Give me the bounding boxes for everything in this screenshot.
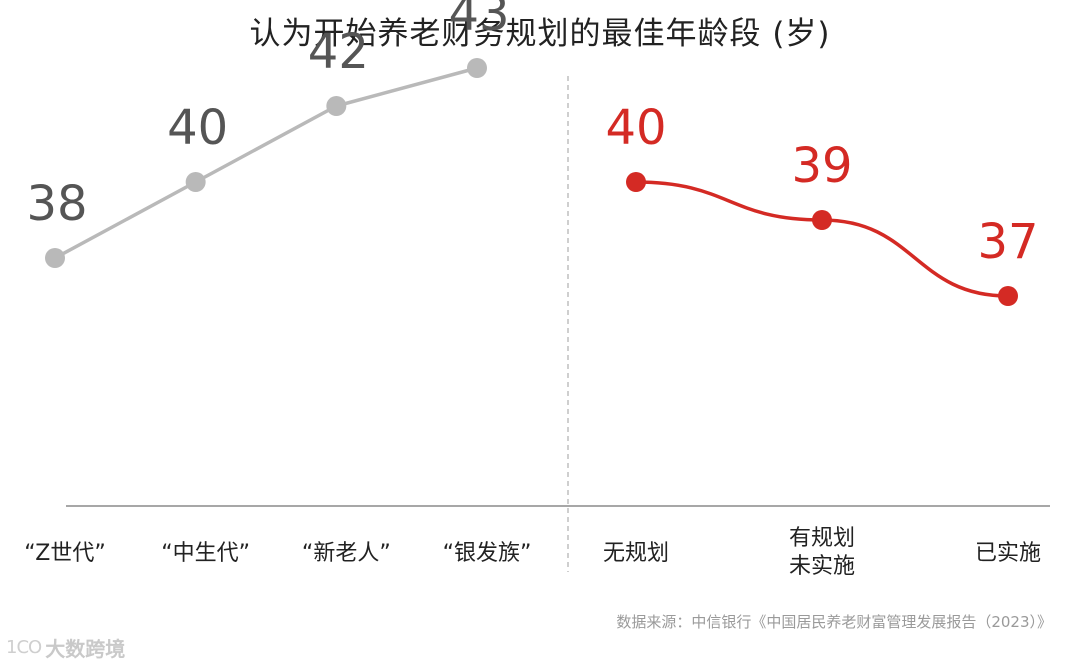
data-point bbox=[185, 172, 206, 192]
series-line bbox=[54, 66, 478, 260]
chart-title: 认为开始养老财务规划的最佳年龄段 (岁) bbox=[249, 16, 831, 52]
x-tick-label: “中生代” bbox=[161, 541, 250, 566]
data-label: 38 bbox=[26, 176, 87, 232]
x-tick-label: “银发族” bbox=[443, 541, 532, 566]
data-label: 42 bbox=[308, 24, 369, 80]
data-point bbox=[812, 210, 832, 230]
data-point bbox=[998, 286, 1018, 306]
data-label: 37 bbox=[977, 214, 1038, 270]
watermark-logo: 1CO bbox=[6, 637, 42, 658]
data-label: 40 bbox=[605, 100, 666, 156]
x-tick-label: “Z世代” bbox=[24, 541, 105, 566]
watermark-text: 大数跨境 bbox=[45, 637, 126, 661]
data-point bbox=[326, 96, 347, 116]
series-line bbox=[635, 180, 1009, 298]
category-labels: “Z世代” “中生代” “新老人” “银发族” 无规划 有规划未实施 已实施 bbox=[24, 526, 1041, 579]
data-point bbox=[467, 58, 487, 78]
data-point bbox=[626, 172, 646, 192]
data-label: 40 bbox=[167, 100, 228, 156]
x-tick-label: 有规划未实施 bbox=[789, 526, 855, 579]
x-tick-label: 已实施 bbox=[975, 541, 1041, 566]
right-series-group: 40 39 37 bbox=[605, 100, 1039, 306]
source-note: 数据来源：中信银行《中国居民养老财富管理发展报告（2023）》 bbox=[616, 613, 1052, 631]
watermark: 1CO 大数跨境 bbox=[6, 633, 125, 662]
data-point bbox=[45, 248, 65, 268]
data-label: 39 bbox=[791, 138, 852, 194]
data-label: 43 bbox=[448, 0, 509, 42]
x-tick-label: “新老人” bbox=[302, 541, 391, 566]
x-tick-label: 无规划 bbox=[603, 541, 669, 566]
left-series-group: 38 40 42 43 bbox=[26, 0, 510, 268]
